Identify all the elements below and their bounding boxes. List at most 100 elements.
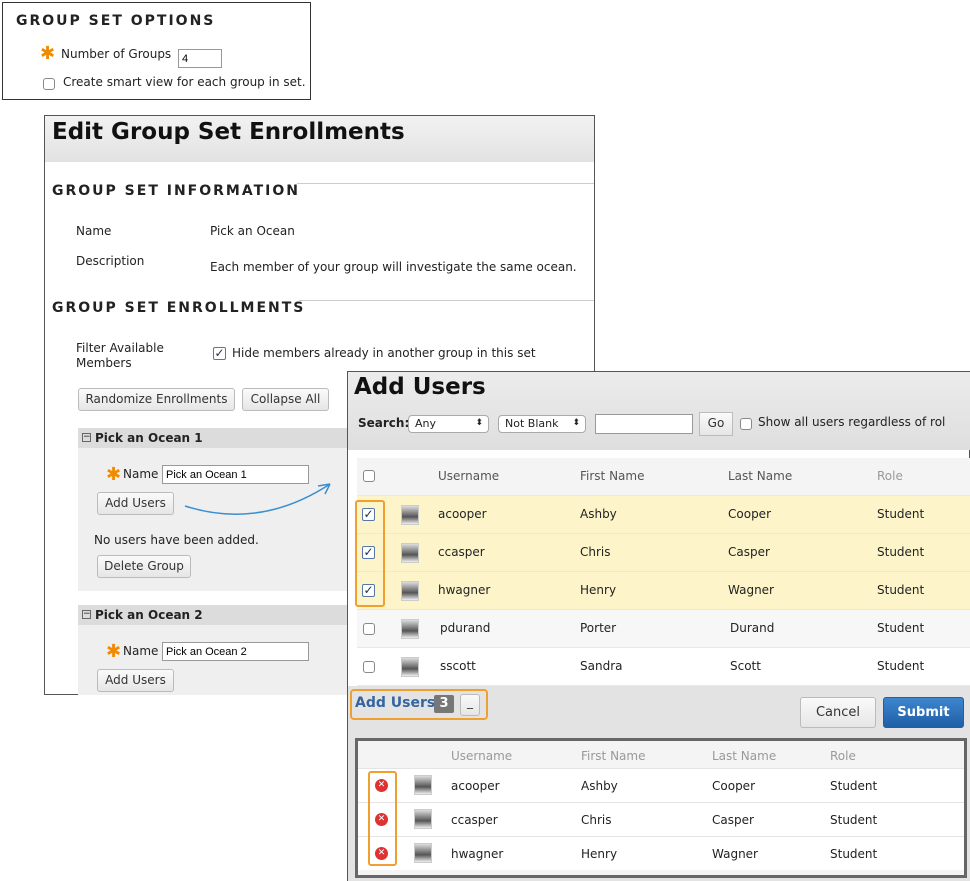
remove-icon[interactable]: ✕ (375, 813, 388, 826)
role: Student (830, 847, 878, 861)
group-2-add-users-button[interactable]: Add Users (97, 669, 174, 692)
group-2-header[interactable] (78, 605, 378, 625)
role: Student (877, 659, 925, 673)
first-name: Sandra (580, 659, 623, 673)
table-row[interactable]: ✓ ccasper Chris Casper Student (357, 534, 970, 572)
username: hwagner (438, 583, 491, 597)
selected-column-first-name: First Name (581, 749, 646, 763)
role: Student (830, 813, 878, 827)
row-checkbox[interactable] (363, 623, 375, 635)
column-first-name[interactable]: First Name (580, 469, 645, 483)
role: Student (877, 583, 925, 597)
name-label: Name (76, 224, 112, 238)
selected-checkboxes-highlight (355, 500, 385, 607)
selected-count-badge: 3 (434, 695, 454, 713)
last-name: Cooper (712, 779, 755, 793)
randomize-button[interactable]: Randomize Enrollments (78, 388, 235, 411)
table-row[interactable]: ✓ acooper Ashby Cooper Student (357, 496, 970, 534)
info-heading: GROUP SET INFORMATION (52, 183, 300, 199)
filter-label: Filter Available Members (76, 341, 164, 370)
first-name: Porter (580, 621, 617, 635)
remove-icon[interactable]: ✕ (375, 779, 388, 792)
divider (299, 300, 594, 301)
selected-row: ✕ acooper Ashby Cooper Student (358, 768, 964, 802)
group-2-name-label: Name (123, 644, 159, 658)
avatar (401, 657, 419, 677)
search-field-select[interactable]: Any ⬍ (408, 415, 489, 433)
group-2-name-input[interactable] (162, 642, 309, 661)
first-name: Henry (581, 847, 618, 861)
group-1-empty-text: No users have been added. (94, 533, 259, 547)
add-users-title: Add Users (354, 374, 486, 400)
column-role[interactable]: Role (877, 469, 903, 483)
collapse-all-button[interactable]: Collapse All (242, 388, 329, 411)
search-input[interactable] (595, 414, 693, 434)
remove-icons-highlight (368, 771, 397, 866)
name-value: Pick an Ocean (210, 224, 295, 238)
group-2-title: Pick an Ocean 2 (95, 608, 203, 622)
group-1-add-users-button[interactable]: Add Users (97, 492, 174, 515)
table-row[interactable]: sscott Sandra Scott Student (357, 648, 970, 686)
search-label: Search: (358, 416, 410, 430)
username: pdurand (440, 621, 491, 635)
role: Student (830, 779, 878, 793)
collapse-icon[interactable]: − (82, 609, 91, 619)
first-name: Chris (580, 545, 611, 559)
delete-group-button[interactable]: Delete Group (97, 555, 191, 578)
search-condition-select[interactable]: Not Blank ⬍ (498, 415, 586, 433)
required-icon: ✱ (40, 43, 56, 64)
last-name: Wagner (728, 583, 774, 597)
avatar (401, 619, 419, 639)
last-name: Scott (730, 659, 761, 673)
collapse-icon[interactable]: − (82, 432, 91, 442)
column-username[interactable]: Username (438, 469, 500, 483)
role: Student (877, 507, 925, 521)
arrow-annotation (184, 483, 331, 515)
show-all-label: Show all users regardless of role (758, 415, 946, 429)
first-name: Ashby (580, 507, 617, 521)
column-last-name[interactable]: Last Name (728, 469, 793, 483)
selected-column-username: Username (451, 749, 513, 763)
group-1-name-input[interactable] (162, 465, 309, 484)
description-label: Description (76, 254, 145, 268)
add-users-header (348, 372, 970, 450)
divider (297, 183, 594, 184)
cancel-button[interactable]: Cancel (800, 697, 876, 728)
row-checkbox[interactable]: ✓ (362, 507, 375, 521)
collapse-selected-button[interactable]: _ (460, 694, 480, 716)
selected-column-last-name: Last Name (712, 749, 777, 763)
last-name: Cooper (728, 507, 771, 521)
group-1-header[interactable] (78, 428, 378, 448)
group-1-name-label: Name (123, 467, 159, 481)
smart-view-checkbox[interactable] (43, 78, 55, 90)
number-of-groups-input[interactable] (178, 49, 222, 68)
title-bar (45, 116, 594, 162)
go-button[interactable]: Go (699, 412, 733, 436)
show-all-checkbox[interactable] (740, 418, 752, 430)
search-condition-value: Not Blank (505, 417, 559, 430)
username: ccasper (451, 813, 498, 827)
select-all-checkbox[interactable] (363, 470, 375, 482)
username: hwagner (451, 847, 504, 861)
remove-icon[interactable]: ✕ (375, 847, 388, 860)
number-of-groups-label: Number of Groups (61, 47, 172, 61)
last-name: Wagner (712, 847, 758, 861)
row-checkbox[interactable]: ✓ (362, 545, 375, 559)
selected-column-role: Role (830, 749, 856, 763)
hide-members-label: Hide members already in another group in… (232, 346, 536, 360)
row-checkbox[interactable]: ✓ (362, 583, 375, 597)
avatar (401, 505, 419, 525)
description-value: Each member of your group will investiga… (210, 260, 577, 274)
selected-label[interactable]: Add Users (355, 695, 436, 711)
hide-members-checkbox[interactable]: ✓ (213, 346, 226, 360)
table-row[interactable]: ✓ hwagner Henry Wagner Student (357, 572, 970, 610)
role: Student (877, 621, 925, 635)
table-row[interactable]: pdurand Porter Durand Student (357, 610, 970, 648)
role: Student (877, 545, 925, 559)
username: acooper (451, 779, 500, 793)
page-title: Edit Group Set Enrollments (52, 119, 405, 145)
select-arrows-icon: ⬍ (475, 418, 483, 428)
row-checkbox[interactable] (363, 661, 375, 673)
search-field-value: Any (415, 417, 437, 430)
submit-button[interactable]: Submit (883, 697, 964, 728)
